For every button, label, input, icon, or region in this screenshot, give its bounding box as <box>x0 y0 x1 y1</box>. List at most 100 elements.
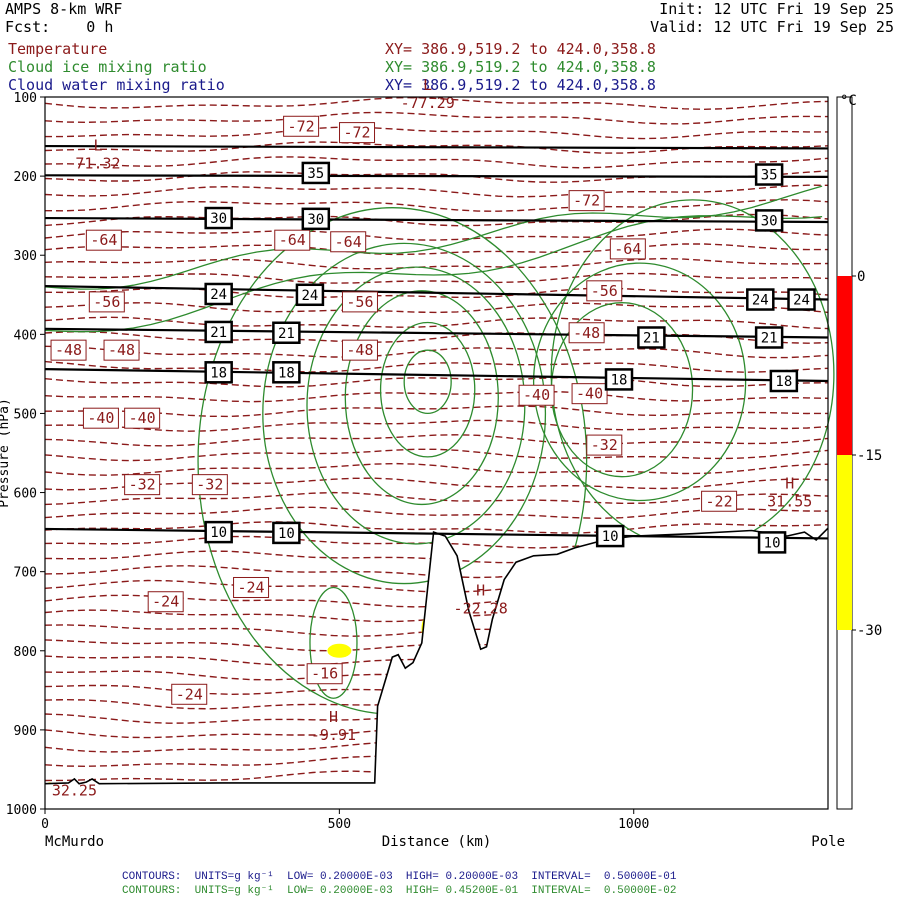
temperature-label-box <box>518 384 555 406</box>
temperature-label: -32 <box>196 476 223 494</box>
isotach-label: 18 <box>611 372 628 388</box>
x-tick-label: 1000 <box>618 817 649 832</box>
isotach-label: 18 <box>775 374 792 390</box>
temperature-label: -72 <box>573 192 600 210</box>
isotach-line <box>44 327 829 339</box>
isotach-label: 10 <box>278 526 295 542</box>
temperature-isotherm <box>44 213 829 227</box>
temperature-isotherm <box>44 199 829 212</box>
terrain-mask <box>45 528 828 809</box>
temperature-isotherm <box>44 287 829 299</box>
x-endpoint-left: McMurdo <box>45 834 104 850</box>
temperature-label-box <box>85 229 122 251</box>
temperature-label-box <box>274 229 311 251</box>
extremum-value: 31.55 <box>767 493 812 511</box>
isotach-label-box <box>754 209 784 232</box>
y-tick-label: 800 <box>14 645 37 660</box>
temperature-isotherm <box>44 156 829 169</box>
isotach-line <box>44 216 829 224</box>
temperature-isotherm <box>45 405 829 418</box>
cloud-ice-contour <box>306 266 526 545</box>
temperature-isotherm <box>44 345 829 359</box>
temperature-label-box <box>341 291 378 313</box>
isotach-label-box <box>754 326 784 349</box>
temperature-label-box <box>609 238 646 260</box>
y-axis-label: Pressure (hPa) <box>0 398 12 508</box>
extremum-value: 71.32 <box>75 155 120 173</box>
y-tick-label: 1000 <box>6 803 37 818</box>
isotach-label: 24 <box>210 287 227 303</box>
temperature-label-box <box>124 474 161 496</box>
cloud-ice-contour <box>44 185 823 290</box>
field-cloud-water: Cloud water mixing ratio <box>8 76 225 94</box>
temperature-isotherm <box>44 477 829 491</box>
temperature-isotherm <box>44 272 829 284</box>
temperature-label-box <box>571 383 608 405</box>
temperature-label: -22 <box>706 492 733 510</box>
temperature-label: -24 <box>152 593 179 611</box>
xy-cloud-water: XY= 386.9,519.2 to 424.0,358.8 <box>385 76 656 94</box>
isotach-label-box <box>204 206 233 230</box>
plot-frame <box>44 96 829 810</box>
temperature-label-box <box>233 576 270 598</box>
temperature-label-box <box>283 115 320 137</box>
extremum-marker: L <box>93 137 102 155</box>
temperature-label: -16 <box>311 665 338 683</box>
temperature-isotherm <box>44 506 829 520</box>
extremum-marker: H <box>785 475 794 493</box>
isotach-label-box <box>757 531 787 554</box>
temperature-isotherm <box>44 390 829 403</box>
temperature-label-box <box>124 407 161 429</box>
field-temperature: Temperature <box>8 40 108 58</box>
isotach-label-box <box>272 521 301 545</box>
model-title: AMPS 8-km WRF <box>5 0 123 18</box>
temperature-label: -64 <box>614 240 641 258</box>
temperature-label: -32 <box>591 436 618 454</box>
isotach-label: 10 <box>210 525 227 541</box>
temperature-isotherm <box>44 111 829 125</box>
isotach-label-box <box>746 288 775 311</box>
cloud-ice-contour <box>262 242 547 585</box>
y-tick-label: 300 <box>14 249 37 264</box>
x-endpoint-right: Pole <box>811 834 845 850</box>
isotach-line <box>44 368 829 383</box>
isotach-label: 21 <box>278 326 295 342</box>
temperature-isotherm <box>44 184 829 198</box>
temperature-label: -64 <box>279 231 306 249</box>
colorbar-unit: °C <box>840 93 857 109</box>
isotach-label-box <box>204 361 233 384</box>
isotach-line <box>44 527 829 540</box>
temperature-label: -48 <box>573 324 600 342</box>
contours-line-1: CONTOURS: UNITS=g kg⁻¹ LOW= 0.20000E-03 … <box>122 871 677 883</box>
temperature-label: -40 <box>129 409 156 427</box>
temperature-label-box <box>88 291 125 313</box>
cloud-ice-contour <box>532 262 747 502</box>
cloud-ice-contour <box>344 290 499 506</box>
temperature-label-box <box>103 339 140 361</box>
temperature-isotherm <box>44 434 829 447</box>
isotach-label-box <box>204 320 233 344</box>
isotach-label-box <box>637 326 666 349</box>
isotach-label-box <box>272 321 301 345</box>
isotach-label-box <box>787 288 816 311</box>
isotach-label: 24 <box>752 293 769 309</box>
isotach-label: 21 <box>643 330 660 346</box>
colorbar-label: 0 <box>857 269 865 285</box>
temperature-label: -24 <box>176 685 203 703</box>
temperature-label: -72 <box>343 124 370 142</box>
temperature-label: -64 <box>335 233 362 251</box>
extremum-value: 32.25 <box>52 781 97 799</box>
temperature-isotherm <box>44 376 829 388</box>
temperature-isotherm <box>44 228 829 241</box>
isotach-label-box <box>295 283 325 307</box>
colorbar-band <box>837 276 852 455</box>
isotach-label: 10 <box>764 535 781 551</box>
xy-cloud-ice: XY= 386.9,519.2 to 424.0,358.8 <box>385 58 656 76</box>
temperature-label: -40 <box>576 385 603 403</box>
isotach-label: 30 <box>210 211 227 227</box>
y-tick-label: 100 <box>14 91 37 106</box>
temperature-isotherm <box>44 419 829 432</box>
temperature-isotherm <box>44 521 829 534</box>
isotach-label-box <box>301 161 331 185</box>
forecast-hour: Fcst: 0 h <box>5 18 114 36</box>
